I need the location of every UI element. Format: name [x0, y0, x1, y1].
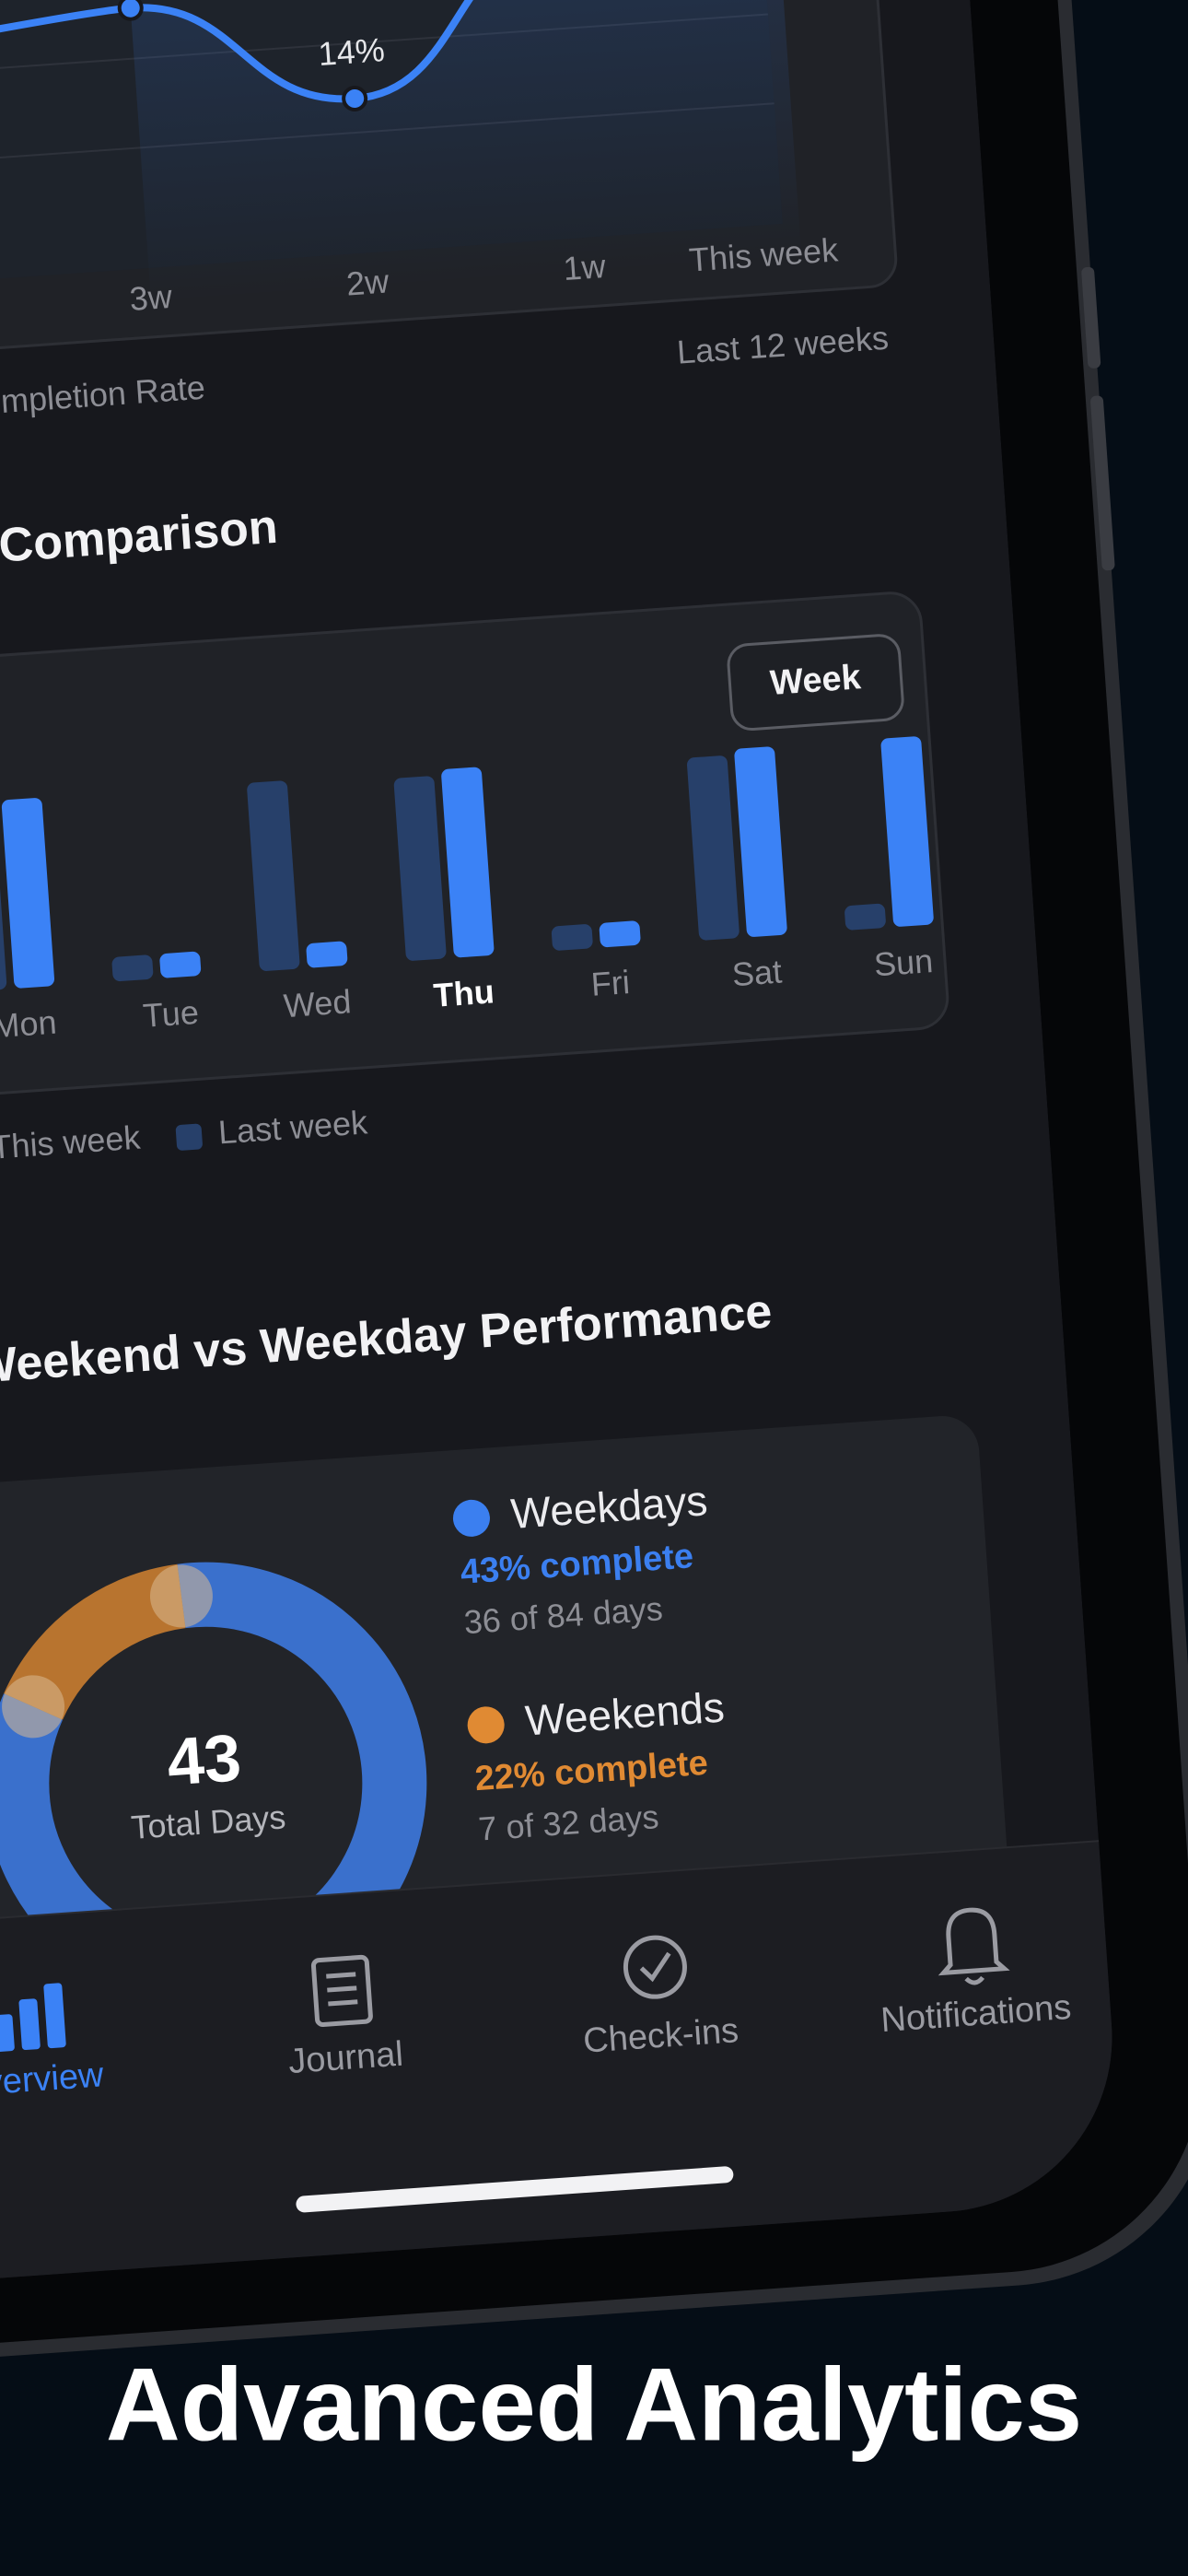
toggle-label[interactable]: Week: [769, 658, 863, 703]
bar: [111, 954, 154, 982]
bar: [306, 941, 348, 968]
side-button: [1081, 266, 1101, 369]
segment-cap: [2, 1675, 65, 1739]
bar: [880, 736, 934, 927]
tab-label[interactable]: Journal: [287, 2035, 404, 2082]
home-indicator: [296, 2166, 734, 2213]
notifications-icon: [938, 1907, 1010, 1985]
legend-dot: [467, 1706, 505, 1744]
legend-swatch: [175, 1123, 203, 1151]
bar: [687, 755, 740, 941]
side-button: [1090, 395, 1115, 571]
x-tick-label: Fri: [589, 963, 631, 1003]
overview-icon: [18, 1998, 41, 2051]
line-chart: 14%: [0, 0, 802, 305]
journal-icon: [310, 1954, 373, 2027]
line: [0, 0, 777, 103]
overview-icon: [0, 2014, 15, 2053]
donut-total: 43: [165, 1721, 243, 1799]
segment-cap: [149, 1564, 213, 1628]
bar-card: [0, 591, 949, 1113]
x-tick-label: Wed: [283, 982, 353, 1025]
bar: [844, 903, 886, 931]
bar: [159, 951, 202, 978]
bar: [734, 746, 787, 937]
legend-dot: [452, 1499, 490, 1537]
bar: [393, 776, 447, 961]
point: [117, 0, 144, 21]
x-tick-label: Sat: [731, 953, 784, 994]
overview-icon: [43, 1983, 66, 2049]
tab-icons: [0, 1907, 1010, 2053]
checkins-icon: [623, 1935, 687, 1999]
x-tick-label: Mon: [0, 1003, 58, 1046]
point: [342, 85, 368, 111]
x-tick-label: 2w: [345, 262, 391, 302]
x-tick-label: Tue: [142, 993, 200, 1035]
bar: [1, 798, 55, 989]
bar: [551, 924, 593, 951]
bar: [441, 767, 495, 958]
x-tick-label: Thu: [432, 972, 495, 1014]
bar: [599, 920, 641, 948]
value-label: 14%: [317, 30, 386, 73]
tab-bar-border: [0, 1836, 1124, 1936]
line-area: [130, 0, 802, 305]
caption: Advanced Analytics: [106, 2348, 1082, 2463]
x-tick-label: Sun: [873, 942, 935, 983]
x-tick-label: 3w: [128, 277, 174, 318]
toggle-button[interactable]: [727, 634, 904, 732]
x-tick-label: 1w: [562, 247, 608, 287]
bar: [247, 780, 300, 971]
